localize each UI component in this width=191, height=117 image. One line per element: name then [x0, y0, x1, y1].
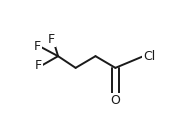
- Text: F: F: [48, 33, 55, 46]
- Text: F: F: [35, 59, 42, 72]
- Text: F: F: [33, 40, 40, 53]
- Text: O: O: [110, 94, 120, 107]
- Text: Cl: Cl: [143, 50, 156, 63]
